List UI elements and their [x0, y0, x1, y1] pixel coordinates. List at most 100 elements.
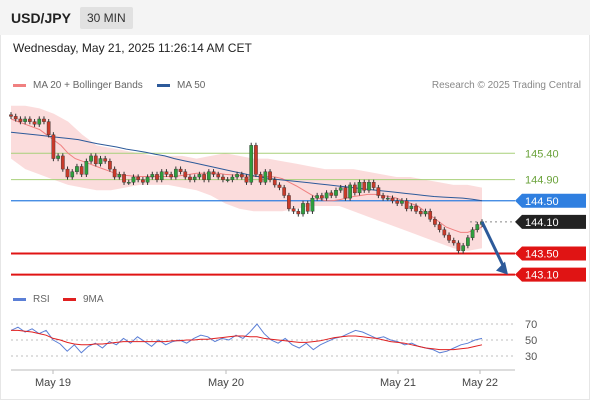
candle-body: [371, 182, 376, 188]
rsi-tick-label: 30: [525, 351, 537, 363]
ma9-swatch: [63, 298, 76, 301]
ma50-line: [10, 131, 483, 202]
candle-body: [418, 211, 423, 215]
resistance-label: 144.90: [525, 175, 559, 187]
candle-body: [126, 182, 131, 184]
rsi-line: [10, 323, 483, 354]
candle-body: [334, 190, 338, 196]
candle-body: [381, 195, 385, 199]
candle-body: [27, 118, 32, 122]
candle-body: [46, 121, 51, 136]
projection-arrow-shaft: [480, 221, 507, 271]
candle-body: [239, 174, 244, 178]
candle-body: [305, 203, 310, 212]
time-axis-label: May 21: [380, 377, 416, 389]
candle-body: [433, 219, 437, 225]
pivot-tag: [515, 193, 586, 208]
candle-body: [310, 197, 315, 212]
legend-ma9: 9MA: [63, 294, 104, 305]
candle-body: [206, 171, 211, 180]
candle-body: [357, 182, 362, 194]
rsi-swatch: [13, 298, 26, 301]
candle-body: [385, 197, 390, 200]
candle-body: [145, 176, 150, 183]
candle-body: [84, 160, 89, 175]
candle-body: [258, 174, 263, 183]
legend-ma50: MA 50: [157, 80, 205, 91]
candle-body: [296, 211, 301, 215]
research-note: Research © 2025 Trading Central: [431, 80, 581, 91]
candle-body: [461, 245, 466, 252]
candle-body: [272, 179, 277, 186]
candle-body: [108, 160, 112, 170]
candle-body: [65, 168, 70, 178]
projection-arrow-head: [496, 261, 508, 275]
candle-body: [395, 200, 400, 204]
legend-ma50-label: MA 50: [177, 80, 206, 91]
candle-body: [400, 200, 404, 204]
candle-body: [60, 155, 65, 170]
candle-body: [320, 195, 324, 199]
candle-body: [221, 176, 225, 180]
candle-body: [150, 174, 155, 178]
rsi-ma9-line: [11, 329, 483, 351]
candle-body: [287, 195, 291, 209]
candle-body: [291, 208, 296, 212]
candle-body: [70, 171, 75, 178]
candle-body: [414, 205, 418, 212]
candle-body: [75, 166, 79, 172]
timeframe-badge[interactable]: 30 MIN: [80, 7, 133, 29]
candle-body: [263, 171, 268, 183]
candle-body: [437, 224, 442, 230]
support-tag: [515, 246, 586, 261]
candle-body: [249, 145, 254, 183]
candle-body: [37, 118, 42, 125]
last-price-label: 144.10: [525, 217, 559, 229]
candle-body: [442, 229, 447, 236]
rsi-tick-label: 50: [525, 335, 537, 347]
chart-header: USD/JPY 30 MIN: [0, 0, 590, 35]
candle-body: [235, 174, 239, 178]
candle-body: [136, 176, 141, 180]
candle-body: [376, 187, 381, 196]
candle-body: [183, 171, 188, 178]
candle-body: [103, 158, 108, 162]
candle-body: [202, 174, 206, 180]
candle-body: [32, 121, 37, 125]
candle-body: [117, 174, 122, 178]
candle-body: [13, 116, 18, 120]
candle-body: [324, 192, 329, 199]
time-axis-label: May 19: [35, 377, 71, 389]
candle-body: [23, 118, 27, 122]
support-label: 143.10: [525, 270, 559, 282]
time-axis-label: May 22: [462, 377, 498, 389]
candle-body: [164, 171, 169, 175]
candle-body: [188, 176, 192, 180]
candle-body: [343, 187, 348, 199]
candle-body: [268, 171, 272, 180]
support-tag: [515, 267, 586, 282]
candle-body: [451, 240, 456, 244]
projection-layer: [480, 221, 508, 275]
time-axis-layer: May 19 May 20 May 21 May 22: [11, 369, 515, 389]
candle-body: [301, 203, 305, 215]
rsi-layer: 70 50 30: [10, 319, 537, 363]
candle-body: [131, 176, 136, 183]
legend-rsi: RSI: [13, 294, 50, 305]
rsi-tick-label: 70: [525, 319, 537, 331]
candle-body: [282, 187, 287, 196]
time-axis-label: May 20: [208, 377, 244, 389]
candle-body: [197, 174, 202, 178]
candle-body: [192, 176, 197, 180]
legend-rsi-label: RSI: [33, 294, 50, 305]
candle-body: [254, 145, 258, 175]
candle-body: [404, 200, 409, 209]
candle-body: [112, 168, 117, 178]
candle-body: [244, 176, 249, 183]
candle-body: [9, 114, 13, 117]
legend-ma20: MA 20 + Bollinger Bands: [13, 80, 143, 91]
levels-layer: [11, 152, 515, 276]
candle-body: [470, 229, 475, 238]
candle-body: [423, 211, 428, 215]
